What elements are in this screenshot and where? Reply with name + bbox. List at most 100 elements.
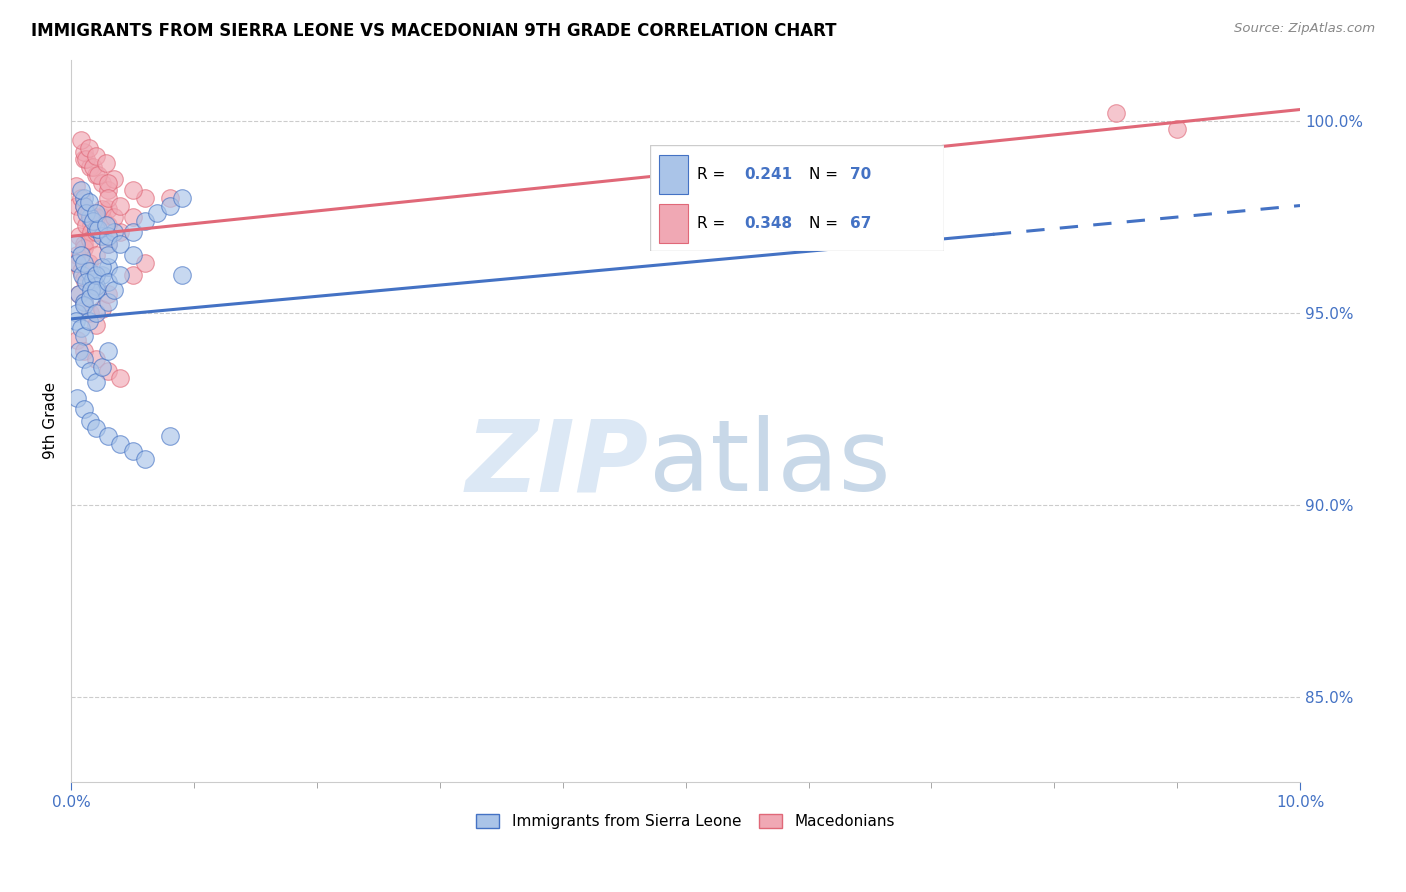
Point	[82, 214, 104, 228]
Point	[77, 256, 100, 270]
Point	[84, 221, 107, 235]
Point	[80, 218, 103, 232]
Point	[70, 183, 93, 197]
Y-axis label: 9th Grade: 9th Grade	[44, 382, 58, 459]
Point	[97, 202, 120, 217]
Point	[65, 256, 87, 270]
Text: atlas: atlas	[648, 416, 890, 512]
Point	[72, 294, 94, 309]
Point	[65, 179, 87, 194]
Point	[80, 276, 103, 290]
Point	[97, 286, 120, 301]
Point	[97, 176, 120, 190]
Point	[103, 283, 125, 297]
Text: ZIP: ZIP	[465, 416, 648, 512]
Point	[79, 364, 101, 378]
Point	[72, 268, 94, 282]
Point	[82, 214, 104, 228]
Point	[91, 210, 114, 224]
Point	[75, 218, 97, 232]
Point	[67, 344, 90, 359]
Point	[72, 153, 94, 167]
Point	[66, 256, 89, 270]
Point	[110, 236, 132, 251]
Text: Source: ZipAtlas.com: Source: ZipAtlas.com	[1234, 22, 1375, 36]
Text: IMMIGRANTS FROM SIERRA LEONE VS MACEDONIAN 9TH GRADE CORRELATION CHART: IMMIGRANTS FROM SIERRA LEONE VS MACEDONI…	[31, 22, 837, 40]
Point	[72, 210, 94, 224]
Point	[77, 314, 100, 328]
Point	[72, 198, 94, 212]
Point	[97, 294, 120, 309]
Text: 0.348: 0.348	[744, 216, 792, 231]
Point	[75, 206, 97, 220]
Point	[82, 271, 104, 285]
Point	[82, 160, 104, 174]
Point	[72, 241, 94, 255]
Point	[110, 436, 132, 450]
Point	[134, 256, 156, 270]
Point	[134, 452, 156, 467]
Point	[79, 291, 101, 305]
Point	[97, 236, 120, 251]
Point	[84, 268, 107, 282]
Point	[103, 210, 125, 224]
Point	[72, 271, 94, 285]
Point	[72, 198, 94, 212]
Point	[80, 226, 103, 240]
Point	[70, 191, 93, 205]
Point	[67, 229, 90, 244]
Text: R =: R =	[697, 167, 730, 182]
Text: 67: 67	[849, 216, 872, 231]
Point	[91, 176, 114, 190]
Point	[84, 168, 107, 182]
Point	[97, 218, 120, 232]
Point	[84, 148, 107, 162]
Point	[110, 226, 132, 240]
Point	[97, 229, 120, 244]
Point	[66, 333, 89, 347]
Point	[84, 279, 107, 293]
Point	[84, 421, 107, 435]
Point	[72, 298, 94, 312]
FancyBboxPatch shape	[650, 145, 943, 252]
Point	[84, 206, 107, 220]
Point	[70, 133, 93, 147]
Point	[75, 276, 97, 290]
Point	[72, 344, 94, 359]
Point	[84, 283, 107, 297]
Point	[70, 264, 93, 278]
Point	[72, 256, 94, 270]
Point	[94, 156, 117, 170]
Point	[1105, 106, 1128, 120]
Point	[97, 364, 120, 378]
Point	[91, 268, 114, 282]
Point	[103, 226, 125, 240]
Point	[103, 171, 125, 186]
Point	[70, 248, 93, 262]
Point	[72, 329, 94, 343]
Point	[84, 352, 107, 367]
Point	[67, 286, 90, 301]
Point	[91, 359, 114, 374]
Text: N =: N =	[808, 167, 842, 182]
Point	[110, 371, 132, 385]
Point	[87, 168, 110, 182]
Point	[110, 268, 132, 282]
Point	[66, 198, 89, 212]
Point	[72, 352, 94, 367]
Point	[97, 344, 120, 359]
Point	[159, 429, 181, 443]
Point	[66, 391, 89, 405]
Point	[77, 206, 100, 220]
Point	[66, 248, 89, 262]
Point	[67, 286, 90, 301]
Point	[77, 264, 100, 278]
Point	[72, 191, 94, 205]
Point	[79, 233, 101, 247]
Point	[97, 429, 120, 443]
Point	[121, 226, 143, 240]
Point	[121, 248, 143, 262]
Point	[97, 260, 120, 274]
Point	[84, 226, 107, 240]
Point	[84, 226, 107, 240]
